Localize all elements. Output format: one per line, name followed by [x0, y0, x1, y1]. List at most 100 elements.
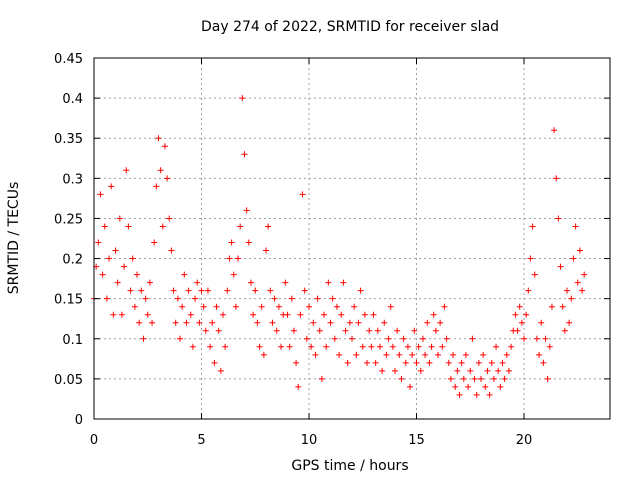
data-point — [118, 311, 125, 318]
data-point — [273, 327, 280, 334]
data-point — [548, 303, 555, 310]
x-tick-label: 20 — [516, 433, 533, 448]
data-point — [217, 367, 224, 374]
data-point — [192, 295, 199, 302]
data-point — [331, 335, 338, 342]
data-point — [443, 335, 450, 342]
data-point — [480, 351, 487, 358]
data-point — [527, 255, 534, 262]
data-point — [411, 327, 418, 334]
data-point — [116, 215, 123, 222]
data-point — [364, 359, 371, 366]
data-point — [151, 239, 158, 246]
data-point — [441, 303, 448, 310]
data-point — [282, 279, 289, 286]
data-point — [179, 303, 186, 310]
data-point — [263, 247, 269, 254]
data-point — [329, 295, 336, 302]
data-point — [497, 383, 504, 390]
data-point — [570, 255, 577, 262]
data-point — [381, 319, 388, 326]
data-point — [419, 335, 426, 342]
data-point — [553, 175, 560, 182]
data-point — [110, 311, 117, 318]
data-point — [394, 327, 401, 334]
data-point — [318, 375, 325, 382]
data-point — [379, 367, 386, 374]
data-point — [177, 335, 183, 342]
data-point — [473, 391, 480, 398]
data-point — [200, 303, 207, 310]
data-point — [247, 279, 254, 286]
data-point — [99, 271, 106, 278]
data-point — [430, 311, 437, 318]
data-point — [325, 279, 332, 286]
data-point — [426, 359, 433, 366]
data-point — [368, 343, 375, 350]
data-point — [327, 319, 334, 326]
data-point — [142, 295, 149, 302]
data-point — [551, 127, 558, 134]
data-point — [228, 239, 235, 246]
data-point — [312, 351, 319, 358]
data-point — [372, 359, 379, 366]
data-point — [159, 223, 166, 230]
data-point — [170, 287, 177, 294]
data-point — [439, 343, 446, 350]
data-point — [269, 319, 276, 326]
data-point — [346, 319, 353, 326]
data-point — [495, 367, 502, 374]
data-point — [400, 335, 407, 342]
data-point — [462, 351, 469, 358]
data-point — [278, 343, 285, 350]
data-point — [134, 271, 140, 278]
data-point — [572, 223, 579, 230]
data-point — [144, 311, 151, 318]
data-point — [428, 343, 435, 350]
data-point — [349, 335, 355, 342]
data-point — [508, 343, 515, 350]
ticks-layer: 0 0.05 0.1 0.15 0.2 0.25 0.3 0.35 0.4 0.45 0 5 10 15 2… — [54, 52, 610, 448]
data-point — [183, 319, 190, 326]
data-point — [310, 319, 317, 326]
data-point — [467, 367, 474, 374]
data-point — [359, 343, 366, 350]
data-point — [237, 223, 244, 230]
data-point — [471, 375, 478, 382]
data-point — [271, 295, 278, 302]
data-point — [544, 375, 551, 382]
data-point — [232, 303, 239, 310]
data-point — [484, 367, 491, 374]
data-point — [226, 255, 233, 262]
data-point — [213, 303, 220, 310]
data-point — [422, 351, 429, 358]
data-point — [383, 351, 390, 358]
data-point — [207, 343, 214, 350]
data-point — [529, 223, 536, 230]
data-point — [153, 183, 160, 190]
data-point — [396, 351, 403, 358]
data-point — [161, 143, 168, 150]
data-point — [387, 303, 394, 310]
data-point — [555, 215, 562, 222]
data-point — [181, 271, 188, 278]
data-point — [224, 287, 231, 294]
data-point — [230, 271, 237, 278]
data-point — [146, 279, 153, 286]
data-point — [168, 247, 175, 254]
data-point — [344, 359, 351, 366]
y-tick-label: 0.3 — [62, 172, 83, 187]
data-point — [138, 287, 145, 294]
data-point — [239, 95, 246, 102]
data-point — [172, 319, 179, 326]
data-point — [260, 351, 267, 358]
data-point — [308, 343, 315, 350]
y-tick-label: 0.35 — [54, 132, 83, 147]
data-point — [355, 319, 362, 326]
data-point — [164, 175, 171, 182]
data-point — [514, 327, 521, 334]
data-point — [97, 191, 104, 198]
data-point — [140, 335, 147, 342]
y-axis-label: SRMTID / TECUs — [6, 182, 22, 295]
y-tick-label: 0.2 — [62, 253, 83, 268]
